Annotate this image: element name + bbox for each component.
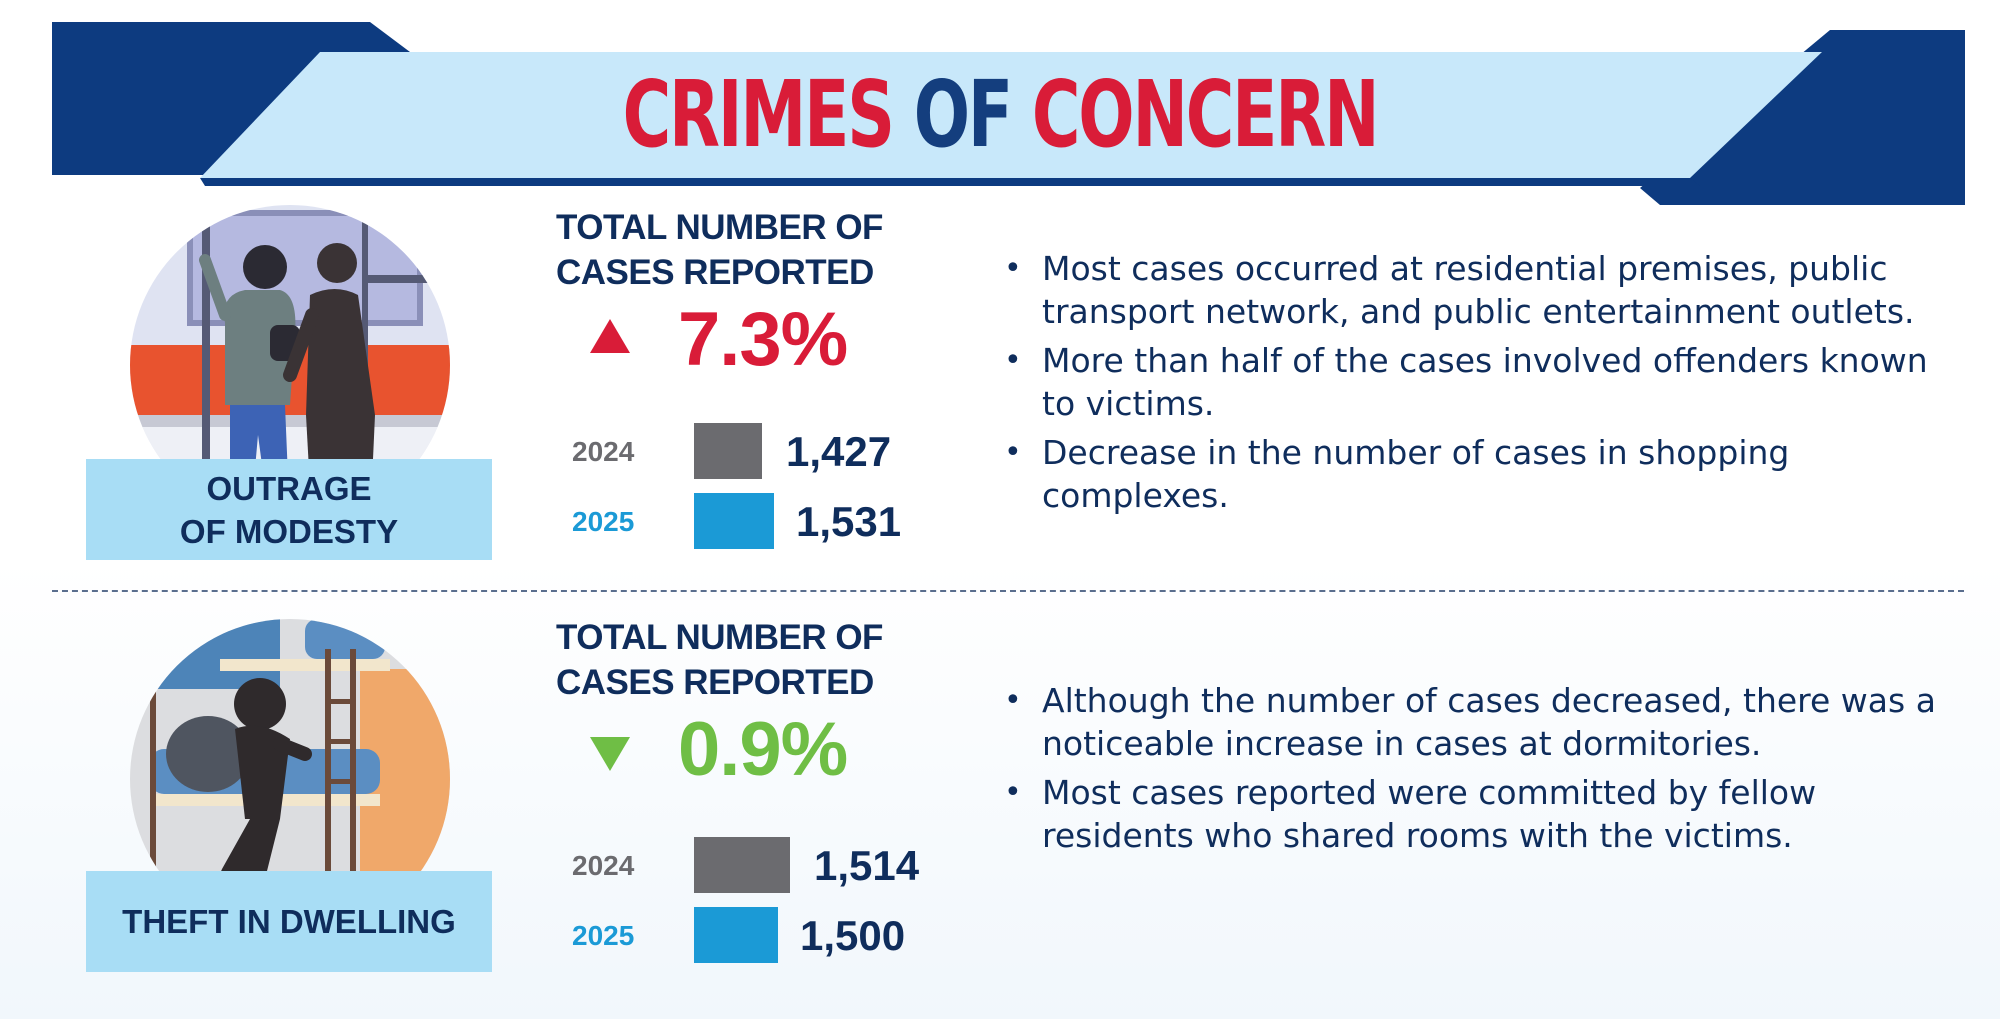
case-count: 1,500 bbox=[800, 912, 906, 959]
crime-label: THEFT IN DWELLING bbox=[86, 871, 492, 972]
crime-label: OUTRAGE OF MODESTY bbox=[86, 459, 492, 560]
percent-change: 7.3% bbox=[590, 297, 950, 382]
case-count: 1,514 bbox=[814, 842, 920, 889]
case-bar-2024 bbox=[694, 423, 762, 479]
section-divider bbox=[52, 590, 1964, 592]
triangle-up-icon bbox=[590, 319, 630, 353]
findings-list: Although the number of cases decreased, … bbox=[1000, 679, 1950, 863]
finding-item: Most cases reported were committed by fe… bbox=[1000, 771, 1950, 857]
year-row-2025: 2025 1,500 bbox=[560, 907, 980, 965]
year-label: 2025 bbox=[572, 920, 635, 951]
case-bar-2025 bbox=[694, 493, 774, 549]
case-bar-2024 bbox=[694, 837, 790, 893]
case-count: 1,531 bbox=[796, 498, 902, 545]
finding-item: Most cases occurred at residential premi… bbox=[1000, 247, 1950, 333]
banner-shapes bbox=[52, 22, 1965, 205]
findings-list: Most cases occurred at residential premi… bbox=[1000, 247, 1950, 523]
finding-item: Although the number of cases decreased, … bbox=[1000, 679, 1950, 765]
case-bar-2025 bbox=[694, 907, 778, 963]
total-cases-heading: TOTAL NUMBER OF CASES REPORTED bbox=[556, 618, 883, 702]
title-of: OF bbox=[913, 61, 1013, 168]
year-label: 2024 bbox=[572, 850, 635, 881]
finding-item: More than half of the cases involved off… bbox=[1000, 339, 1950, 425]
year-row-2024: 2024 1,514 bbox=[560, 837, 980, 895]
crime-section-theft-in-dwelling: THEFT IN DWELLING TOTAL NUMBER OF CASES … bbox=[0, 615, 2000, 1005]
case-count: 1,427 bbox=[786, 428, 892, 475]
total-cases-heading: TOTAL NUMBER OF CASES REPORTED bbox=[556, 208, 883, 292]
percent-change-value: 0.9% bbox=[678, 707, 848, 792]
year-label: 2025 bbox=[572, 506, 635, 537]
title-crimes: CRIMES bbox=[622, 61, 895, 168]
title-banner: CRIMES OF CONCERN bbox=[0, 0, 2000, 215]
crime-name: OUTRAGE OF MODESTY bbox=[179, 469, 399, 550]
year-row-2024: 2024 1,427 bbox=[560, 423, 980, 481]
year-label: 2024 bbox=[572, 436, 635, 467]
crime-section-outrage-of-modesty: OUTRAGE OF MODESTY TOTAL NUMBER OF CASES… bbox=[0, 205, 2000, 590]
triangle-down-icon bbox=[590, 737, 630, 771]
percent-change-value: 7.3% bbox=[678, 297, 848, 382]
page-title: CRIMES OF CONCERN bbox=[280, 60, 1720, 170]
year-row-2025: 2025 1,531 bbox=[560, 493, 980, 551]
percent-change: 0.9% bbox=[590, 707, 950, 792]
finding-item: Decrease in the number of cases in shopp… bbox=[1000, 431, 1950, 517]
title-concern: CONCERN bbox=[1031, 61, 1380, 168]
crime-name: THEFT IN DWELLING bbox=[122, 903, 456, 940]
